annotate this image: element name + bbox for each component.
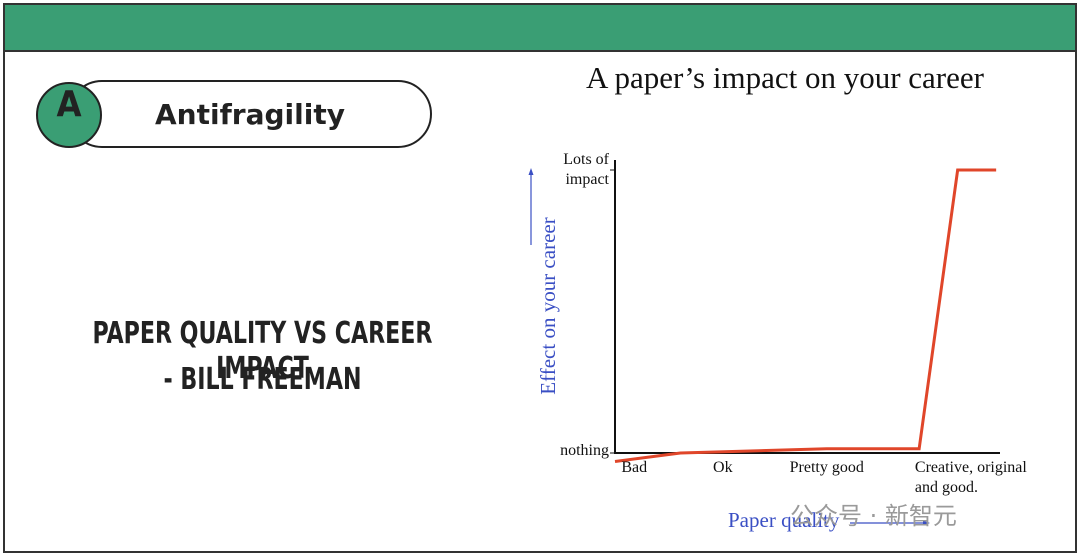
x-axis-label: Paper quality [728, 508, 840, 532]
y-axis-label: Effect on your career [536, 217, 560, 395]
x-tick-label: Creative, original and good. [914, 459, 1027, 496]
x-arrow-head [923, 520, 930, 526]
x-tick-label: Bad [621, 459, 648, 476]
line [614, 168, 997, 463]
chart-title: A paper’s impact on your career [586, 60, 984, 95]
y-tick-label: nothing [560, 442, 609, 459]
x-tick-label: Ok [713, 459, 733, 476]
y-tick-label: Lots of impact [563, 151, 609, 188]
header-band [5, 5, 1075, 52]
badge-label: Antifragility [155, 98, 345, 131]
frame [3, 3, 1077, 553]
y-arrow-head [528, 168, 534, 175]
badge-letter: A [36, 82, 102, 148]
heading: - BILL FREEMAN [163, 362, 362, 397]
watermark: 公众号 · 新智元 [790, 502, 957, 530]
x-tick-label: Pretty good [789, 459, 864, 476]
heading: PAPER QUALITY VS CAREER IMPACT [92, 316, 433, 386]
